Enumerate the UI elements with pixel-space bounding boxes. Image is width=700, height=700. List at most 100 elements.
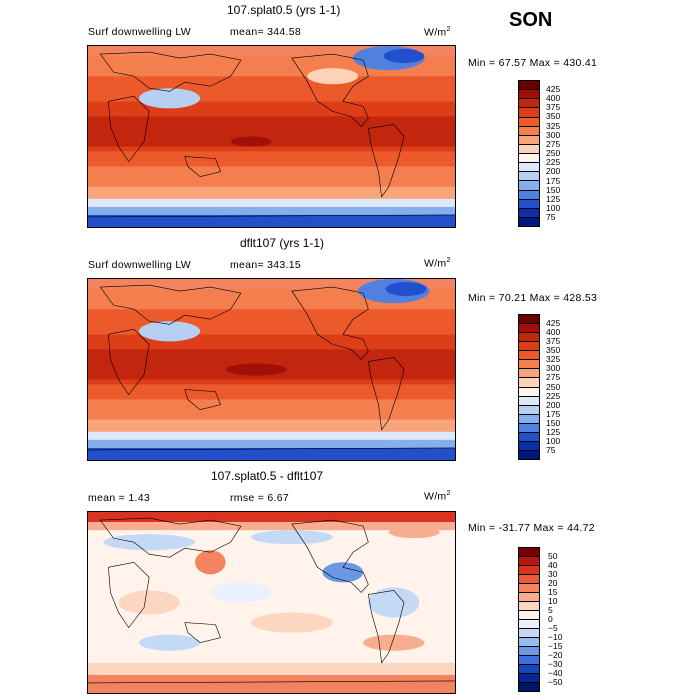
panel-1-title: 107.splat0.5 (yrs 1-1) [227,3,341,17]
colorbar-tick: 75 [546,445,556,455]
panel-3-map [87,511,456,694]
colorbar-tick: 350 [546,345,561,355]
panel-1-minmax: Min = 67.57 Max = 430.41 [468,57,598,69]
colorbar-swatch [519,198,539,208]
colorbar-swatch [519,628,539,637]
colorbar-tick: −50 [548,677,563,687]
colorbar-swatch [519,440,539,450]
colorbar-tick: 250 [546,382,561,392]
colorbar-tick: 175 [546,409,561,419]
panel-3-mean: mean = 1.43 [88,492,150,504]
colorbar-tick: 300 [546,130,561,140]
colorbar-tick: −20 [548,650,563,660]
colorbar-swatch [519,143,539,153]
panel-2-colorbar [518,314,540,460]
colorbar-swatch [519,413,539,423]
panel-3-colorbar [518,547,540,692]
colorbar-swatch [519,207,539,217]
colorbar-tick: 150 [546,185,561,195]
colorbar-swatch [519,341,539,351]
panel-2-mean: mean= 343.15 [230,259,302,271]
colorbar-swatch [519,673,539,682]
colorbar-tick: 0 [548,614,553,624]
colorbar-tick: 400 [546,93,561,103]
colorbar-tick: −10 [548,632,563,642]
colorbar-tick: 300 [546,363,561,373]
colorbar-tick: 100 [546,436,561,446]
panel-3-units: W/m2 [424,490,451,503]
colorbar-tick: 40 [548,560,558,570]
colorbar-tick: 400 [546,327,561,337]
panel-3-title: 107.splat0.5 - dflt107 [211,469,324,483]
colorbar-swatch [519,395,539,405]
colorbar-swatch [519,323,539,333]
panel-1-units: W/m2 [424,26,451,39]
colorbar-tick: −15 [548,641,563,651]
colorbar-swatch [519,332,539,342]
colorbar-swatch [519,153,539,163]
colorbar-swatch [519,350,539,360]
colorbar-tick: 150 [546,418,561,428]
diff-map [88,512,455,693]
panel-2-title: dflt107 (yrs 1-1) [240,236,325,250]
panel-1-map [87,45,456,228]
colorbar-swatch [519,386,539,396]
colorbar-swatch [519,89,539,99]
colorbar-swatch [519,81,539,90]
colorbar-swatch [519,646,539,655]
panel-1-colorbar [518,80,540,227]
panel-2-map [87,278,456,461]
colorbar-tick: 275 [546,372,561,382]
colorbar-swatch [519,682,539,691]
colorbar-swatch [519,565,539,574]
colorbar-tick: 325 [546,121,561,131]
panel-1-mean: mean= 344.58 [230,26,302,38]
colorbar-swatch [519,359,539,369]
colorbar-tick: 50 [548,551,558,561]
lw-map-2 [88,279,455,460]
panel-3-minmax: Min = -31.77 Max = 44.72 [468,522,595,534]
colorbar-swatch [519,619,539,628]
colorbar-swatch [519,180,539,190]
colorbar-swatch [519,98,539,108]
colorbar-swatch [519,592,539,601]
colorbar-tick: 30 [548,569,558,579]
panel-1-variable: Surf downwelling LW [88,26,191,38]
colorbar-swatch [519,134,539,144]
colorbar-tick: 325 [546,354,561,364]
colorbar-swatch [519,610,539,619]
colorbar-tick: 75 [546,212,556,222]
colorbar-swatch [519,601,539,610]
colorbar-swatch [519,368,539,378]
colorbar-tick: 10 [548,596,558,606]
colorbar-tick: 5 [548,605,553,615]
colorbar-tick: −40 [548,668,563,678]
colorbar-tick: 375 [546,102,561,112]
colorbar-tick: 350 [546,111,561,121]
colorbar-swatch [519,162,539,172]
colorbar-tick: 225 [546,157,561,167]
colorbar-swatch [519,189,539,199]
colorbar-swatch [519,216,539,226]
colorbar-swatch [519,116,539,126]
colorbar-tick: 225 [546,391,561,401]
colorbar-tick: 15 [548,587,558,597]
colorbar-tick: −5 [548,623,558,633]
colorbar-tick: 200 [546,400,561,410]
panel-2-minmax: Min = 70.21 Max = 428.53 [468,292,598,304]
panel-2-units: W/m2 [424,257,451,270]
colorbar-tick: 100 [546,203,561,213]
colorbar-swatch [519,377,539,387]
colorbar-tick: 375 [546,336,561,346]
colorbar-tick: −30 [548,659,563,669]
colorbar-swatch [519,548,539,556]
colorbar-tick: 275 [546,139,561,149]
colorbar-tick: 125 [546,427,561,437]
colorbar-swatch [519,637,539,646]
colorbar-tick: 250 [546,148,561,158]
colorbar-tick: 425 [546,318,561,328]
colorbar-swatch [519,107,539,117]
colorbar-tick: 425 [546,84,561,94]
colorbar-tick: 125 [546,194,561,204]
colorbar-swatch [519,449,539,459]
